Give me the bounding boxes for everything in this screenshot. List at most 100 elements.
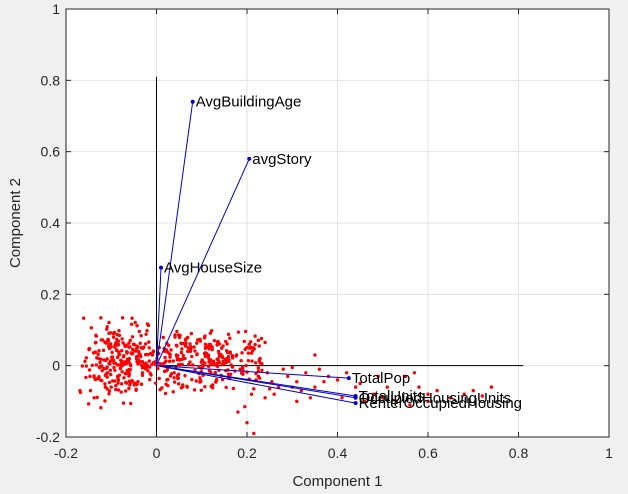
observation-point <box>105 365 109 369</box>
vector-line <box>156 158 250 366</box>
observation-point <box>188 342 192 346</box>
observation-point <box>225 350 230 355</box>
y-tick-label: 0 <box>52 358 60 374</box>
observation-point <box>200 358 204 362</box>
observation-point <box>190 377 194 382</box>
observation-point <box>480 394 484 398</box>
observation-point <box>120 316 125 320</box>
observation-point <box>112 365 116 370</box>
observation-point <box>127 341 131 345</box>
observation-point <box>87 347 91 351</box>
observation-point <box>130 380 135 384</box>
observation-point <box>105 327 109 331</box>
observation-point <box>168 374 173 378</box>
observation-point <box>247 342 251 346</box>
observation-point <box>103 340 107 344</box>
observation-point <box>129 322 134 326</box>
observation-point <box>253 334 257 338</box>
observation-point <box>134 382 138 387</box>
observation-point <box>353 385 358 389</box>
observation-point <box>119 390 123 394</box>
observation-point <box>127 370 131 374</box>
observation-point <box>290 365 294 370</box>
observation-point <box>408 403 412 407</box>
observation-point <box>139 363 144 368</box>
observation-point <box>117 352 121 357</box>
observation-point <box>202 336 207 340</box>
observation-point <box>101 348 106 353</box>
observation-point <box>144 332 148 336</box>
observation-point <box>137 350 141 354</box>
observation-point <box>197 365 201 369</box>
observation-point <box>272 392 276 396</box>
observation-point <box>128 362 132 366</box>
observation-point <box>256 374 261 379</box>
observation-point <box>120 370 124 374</box>
observation-point <box>209 384 213 389</box>
observation-point <box>179 350 184 355</box>
observation-point <box>260 368 264 373</box>
observation-point <box>176 382 181 386</box>
observation-point <box>89 326 94 330</box>
observation-point <box>84 375 88 380</box>
y-tick-label: 0.8 <box>41 72 61 88</box>
variable-labels: AvgBuildingAge avgStory AvgHouseSize TotalP… <box>164 94 522 412</box>
observation-point <box>246 358 251 363</box>
observation-point <box>172 376 176 380</box>
vector-endpoint <box>353 395 358 400</box>
observation-point <box>132 349 137 353</box>
observation-point <box>136 362 140 366</box>
observation-point <box>215 357 219 361</box>
observation-point <box>174 343 179 348</box>
vector-endpoint <box>190 99 195 104</box>
observation-point <box>194 379 199 383</box>
observation-point <box>128 345 132 349</box>
observation-point <box>148 371 152 375</box>
y-tick-label: 0.2 <box>41 286 61 302</box>
observation-point <box>210 347 214 352</box>
observation-point <box>84 356 89 360</box>
observation-point <box>175 329 179 334</box>
observation-point <box>119 361 124 365</box>
observation-point <box>215 340 220 344</box>
observation-point <box>214 379 218 383</box>
observation-point <box>135 324 139 328</box>
observation-point <box>193 349 197 353</box>
observation-point <box>188 360 192 364</box>
observation-point <box>203 346 208 350</box>
observation-point <box>192 388 197 392</box>
observation-point <box>203 361 207 365</box>
variable-vectors <box>156 99 358 406</box>
observation-point <box>121 341 125 345</box>
observation-point <box>135 344 139 348</box>
observation-point <box>239 358 243 363</box>
observation-point <box>109 372 113 377</box>
vector-label: TotalUnits <box>359 388 425 405</box>
y-tick-label: 0.4 <box>41 215 61 231</box>
observation-point <box>183 338 188 342</box>
observation-point <box>248 340 253 344</box>
observation-point <box>246 351 251 355</box>
vector-line <box>156 101 194 366</box>
observation-point <box>80 364 84 368</box>
observation-point <box>234 354 238 358</box>
observation-point <box>123 344 127 349</box>
observation-point <box>101 367 105 371</box>
observation-point <box>198 378 203 382</box>
observation-point <box>299 388 303 393</box>
observation-point <box>178 362 182 367</box>
observation-point <box>257 358 261 363</box>
y-tick-label: 1 <box>52 1 60 17</box>
observation-point <box>228 350 232 354</box>
observation-point <box>144 361 148 365</box>
observation-point <box>249 351 254 355</box>
observation-point <box>412 371 417 375</box>
observation-point <box>263 396 267 400</box>
x-tick-label: 1 <box>605 445 613 461</box>
observation-point <box>295 380 299 384</box>
vector-endpoint <box>247 156 252 161</box>
axis-ticks: -0.2 0 0.2 0.4 0.6 0.8 1 -0.2 0 0.2 0.4 0.6 0.8 1 <box>36 1 613 461</box>
observation-point <box>117 333 122 338</box>
observation-point <box>116 388 121 392</box>
observation-point <box>313 353 317 357</box>
